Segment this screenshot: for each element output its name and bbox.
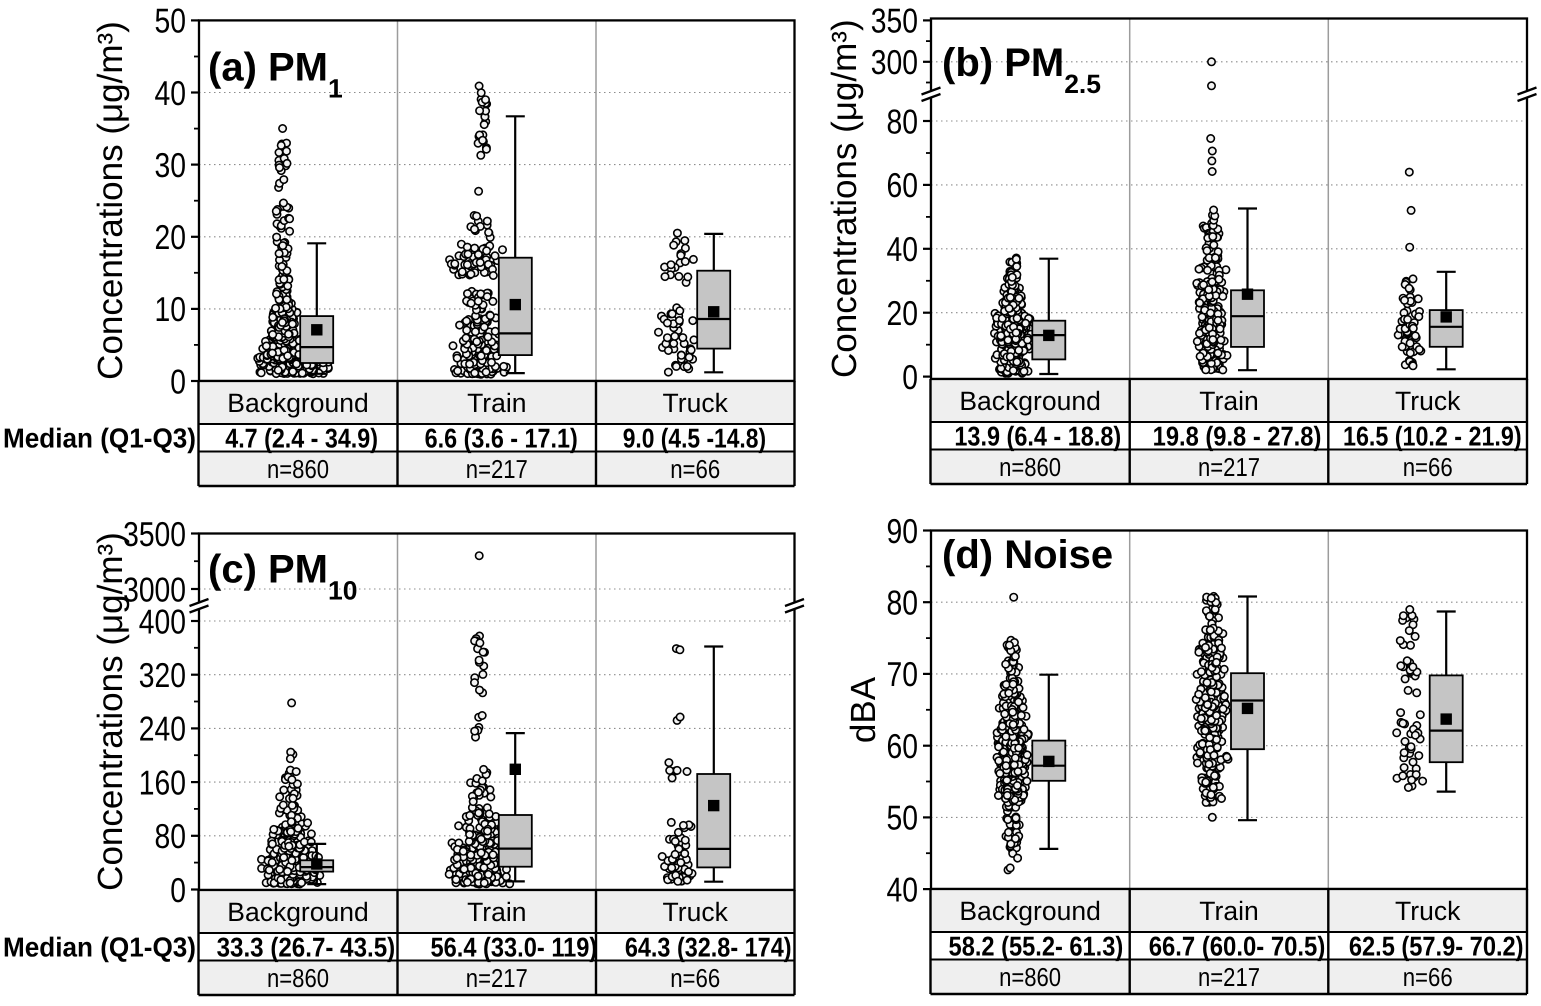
svg-text:40: 40 — [887, 231, 919, 269]
svg-text:n=217: n=217 — [466, 454, 528, 484]
svg-text:Concentrations (μg/m³): Concentrations (μg/m³) — [825, 19, 864, 378]
svg-text:Median (Q1-Q3): Median (Q1-Q3) — [3, 423, 196, 454]
svg-text:33.3 (26.7- 43.5): 33.3 (26.7- 43.5) — [217, 932, 396, 963]
svg-text:n=217: n=217 — [466, 963, 528, 993]
svg-text:Train: Train — [1199, 386, 1258, 416]
svg-text:Truck: Truck — [1395, 896, 1461, 926]
svg-text:10: 10 — [155, 291, 187, 329]
svg-text:13.9 (6.4 - 18.8): 13.9 (6.4 - 18.8) — [954, 420, 1121, 451]
svg-text:n=66: n=66 — [1403, 452, 1453, 482]
svg-text:58.2 (55.2- 61.3): 58.2 (55.2- 61.3) — [949, 931, 1124, 962]
svg-text:Concentrations (μg/m³): Concentrations (μg/m³) — [91, 21, 130, 380]
svg-text:70: 70 — [887, 656, 919, 694]
svg-text:3000: 3000 — [123, 571, 186, 609]
svg-text:60: 60 — [887, 728, 919, 766]
svg-text:Median (Q1-Q3): Median (Q1-Q3) — [3, 932, 196, 963]
svg-text:350: 350 — [871, 3, 918, 41]
svg-text:64.3 (32.8- 174): 64.3 (32.8- 174) — [625, 932, 792, 963]
svg-text:n=217: n=217 — [1198, 962, 1260, 992]
svg-text:4.7 (2.4 - 34.9): 4.7 (2.4 - 34.9) — [225, 422, 378, 453]
svg-text:6.6 (3.6 - 17.1): 6.6 (3.6 - 17.1) — [425, 422, 578, 453]
svg-text:Train: Train — [1199, 896, 1258, 926]
svg-text:Truck: Truck — [663, 897, 729, 927]
svg-text:n=66: n=66 — [670, 454, 720, 484]
svg-text:n=66: n=66 — [1403, 962, 1453, 992]
svg-text:56.4 (33.0- 119): 56.4 (33.0- 119) — [431, 932, 598, 963]
svg-text:40: 40 — [155, 75, 187, 113]
svg-text:400: 400 — [139, 603, 186, 641]
svg-text:n=860: n=860 — [999, 452, 1061, 482]
svg-text:19.8 (9.8 - 27.8): 19.8 (9.8 - 27.8) — [1153, 420, 1322, 451]
svg-text:80: 80 — [887, 103, 919, 141]
svg-text:80: 80 — [887, 585, 919, 623]
svg-text:Train: Train — [467, 897, 526, 927]
svg-text:20: 20 — [155, 219, 187, 257]
svg-text:80: 80 — [155, 818, 187, 856]
svg-text:40: 40 — [887, 871, 919, 909]
svg-text:0: 0 — [902, 359, 918, 397]
svg-text:90: 90 — [887, 513, 919, 551]
svg-text:62.5 (57.9- 70.2): 62.5 (57.9- 70.2) — [1349, 931, 1524, 962]
svg-text:n=66: n=66 — [670, 963, 720, 993]
svg-text:160: 160 — [139, 764, 186, 802]
svg-text:n=860: n=860 — [999, 962, 1061, 992]
svg-text:Background: Background — [959, 896, 1100, 926]
svg-text:66.7 (60.0- 70.5): 66.7 (60.0- 70.5) — [1149, 931, 1326, 962]
svg-text:(d) Noise: (d) Noise — [942, 533, 1113, 577]
svg-text:dBA: dBA — [844, 676, 883, 743]
svg-text:240: 240 — [139, 711, 186, 749]
svg-text:320: 320 — [139, 657, 186, 695]
svg-text:Truck: Truck — [1395, 386, 1461, 416]
svg-text:0: 0 — [170, 363, 186, 401]
svg-text:300: 300 — [871, 44, 918, 82]
svg-text:9.0 (4.5 -14.8): 9.0 (4.5 -14.8) — [623, 422, 766, 453]
svg-text:n=217: n=217 — [1198, 452, 1260, 482]
svg-text:Train: Train — [467, 388, 526, 418]
svg-text:Truck: Truck — [663, 388, 729, 418]
svg-text:n=860: n=860 — [267, 454, 329, 484]
svg-text:50: 50 — [887, 800, 919, 838]
svg-text:50: 50 — [155, 3, 187, 41]
svg-text:30: 30 — [155, 147, 187, 185]
svg-text:0: 0 — [170, 872, 186, 910]
svg-text:n=860: n=860 — [267, 963, 329, 993]
svg-text:3500: 3500 — [123, 516, 186, 554]
svg-text:60: 60 — [887, 167, 919, 205]
svg-text:Background: Background — [227, 388, 368, 418]
svg-text:Concentrations (μg/m³): Concentrations (μg/m³) — [91, 532, 130, 891]
svg-text:Background: Background — [959, 386, 1100, 416]
svg-text:Background: Background — [227, 897, 368, 927]
svg-text:16.5 (10.2 - 21.9): 16.5 (10.2 - 21.9) — [1343, 420, 1522, 451]
svg-text:20: 20 — [887, 295, 919, 333]
